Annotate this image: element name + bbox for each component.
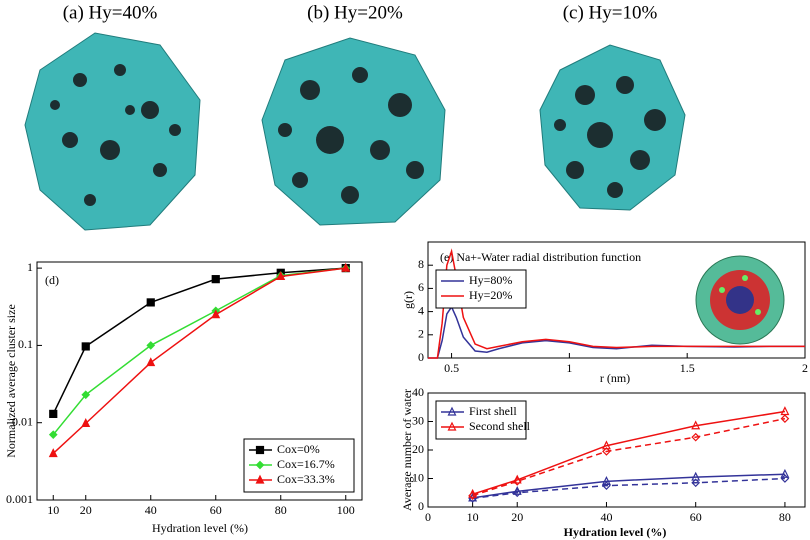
x-tick-label: 0.5: [444, 361, 459, 375]
x-tick-label: 60: [690, 510, 702, 524]
x-tick-label: 0: [425, 510, 431, 524]
y-tick-label: 0: [418, 499, 424, 513]
legend-label: Second shell: [469, 419, 531, 433]
x-tick-label: 20: [80, 503, 92, 517]
marker: [81, 418, 91, 427]
legend-marker: [255, 445, 265, 455]
y-tick-label: 30: [412, 413, 424, 427]
cluster-image: [261, 37, 446, 226]
x-tick-label: 80: [779, 510, 791, 524]
y-tick-label: 10: [412, 470, 424, 484]
legend-label: First shell: [469, 404, 517, 418]
image-caption: (b) Hy=20%: [307, 2, 403, 23]
marker: [146, 357, 156, 367]
x-tick-label: 20: [511, 510, 523, 524]
x-tick-label: 100: [337, 503, 355, 517]
marker: [211, 309, 221, 319]
y-tick-label: 4: [418, 303, 424, 317]
marker: [780, 414, 790, 423]
series-line: [52, 267, 346, 455]
marker: [81, 390, 91, 400]
y-tick-label: 40: [412, 385, 424, 399]
y-axis-label: Average number of water: [400, 389, 414, 511]
image-caption: (a) Hy=40%: [63, 2, 158, 23]
legend-marker: [255, 474, 265, 484]
x-tick-label: 1: [566, 361, 572, 375]
x-tick-label: 80: [275, 503, 287, 517]
marker: [780, 406, 790, 416]
plot-frame: [36, 261, 363, 501]
cluster-image: [24, 32, 201, 231]
marker: [691, 420, 701, 430]
y-tick-label: 0.1: [18, 337, 33, 351]
x-tick-label: 60: [210, 503, 222, 517]
marker: [512, 488, 522, 498]
marker: [146, 341, 156, 350]
legend-label: Cox=16.7%: [277, 457, 335, 471]
y-tick-label: 0.001: [6, 492, 33, 506]
plot-frame: [427, 241, 806, 359]
marker: [601, 476, 611, 485]
marker: [211, 275, 220, 284]
marker: [81, 342, 90, 351]
panel-label: (d): [45, 273, 59, 287]
y-tick-label: 6: [418, 280, 424, 294]
x-axis-label: Hydration level (%): [564, 525, 667, 539]
legend-marker: [447, 406, 457, 416]
marker: [512, 477, 522, 486]
marker: [780, 474, 790, 483]
legend-box: [435, 400, 527, 440]
cluster-images: (a) Hy=40% (b) Hy=20% (c) Hy=10%: [24, 2, 686, 231]
x-tick-label: 10: [47, 503, 59, 517]
marker: [780, 468, 790, 478]
y-tick-label: 1: [27, 260, 33, 274]
series-line: [428, 248, 805, 359]
y-axis-label: Normalized average cluster size: [4, 304, 18, 458]
legend-label: Hy=80%: [469, 273, 512, 287]
cluster-image: [539, 44, 686, 211]
x-axis-label: Hydration level (%): [152, 521, 248, 535]
marker: [602, 481, 611, 490]
image-caption: (c) Hy=10%: [563, 2, 658, 23]
marker: [468, 491, 477, 500]
marker: [341, 262, 351, 272]
x-tick-label: 40: [600, 510, 612, 524]
legend-marker: [255, 460, 265, 470]
y-axis-label: g(r): [401, 291, 415, 309]
series-line: [472, 477, 785, 500]
legend-box: [435, 269, 527, 309]
marker: [48, 430, 58, 440]
y-tick-label: 8: [418, 257, 424, 271]
x-tick-label: 40: [145, 503, 157, 517]
y-tick-label: 2: [418, 327, 424, 341]
y-tick-label: 0.01: [12, 414, 33, 428]
rdf-inset-image: [695, 255, 785, 345]
series-line: [52, 267, 346, 415]
legend-label: Cox=33.3%: [277, 472, 335, 486]
marker: [49, 409, 58, 418]
x-axis-label: r (nm): [600, 371, 630, 385]
marker: [48, 448, 58, 458]
marker: [691, 432, 701, 442]
marker: [602, 447, 611, 456]
legend-label: Hy=20%: [469, 288, 512, 302]
y-tick-label: 0: [418, 350, 424, 364]
series-line: [472, 410, 786, 495]
x-tick-label: 1.5: [680, 361, 695, 375]
marker: [691, 478, 701, 488]
marker: [146, 298, 155, 307]
series-line: [472, 417, 786, 497]
x-tick-label: 2: [802, 361, 808, 375]
legend-marker: [447, 421, 457, 431]
x-tick-label: 10: [467, 510, 479, 524]
series-line: [52, 267, 346, 436]
y-tick-label: 20: [412, 442, 424, 456]
legend-label: Cox=0%: [277, 442, 320, 456]
marker: [276, 271, 286, 281]
chart-title: (e) Na+-Water radial distribution functi…: [440, 250, 641, 264]
